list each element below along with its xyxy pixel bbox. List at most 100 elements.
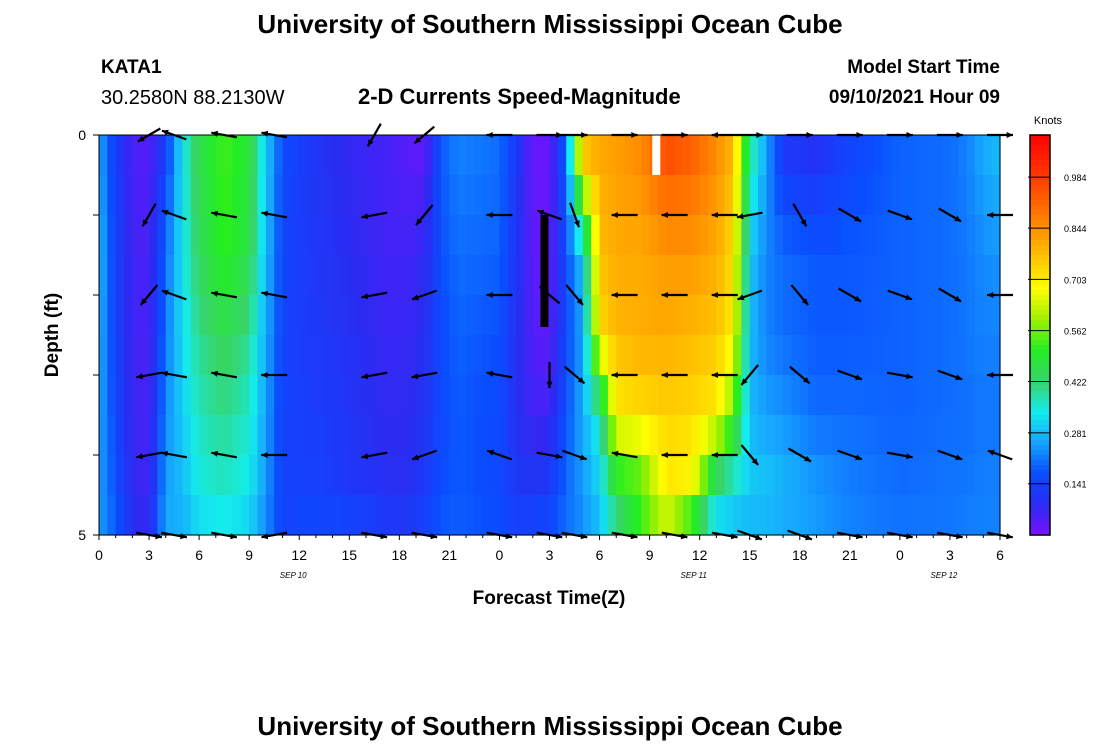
heat-cell (232, 495, 242, 536)
heat-cell (357, 495, 367, 536)
colorbar-band (1030, 330, 1050, 336)
heat-cell (532, 335, 542, 376)
heat-cell (332, 175, 342, 216)
heat-cell (899, 215, 909, 256)
heat-cell (282, 335, 292, 376)
heat-cell (332, 415, 342, 456)
heat-cell (140, 135, 150, 176)
heat-cell (416, 175, 425, 216)
heat-cell (574, 135, 584, 176)
heat-cell (974, 295, 984, 336)
heat-cell (165, 175, 175, 216)
heat-cell (516, 255, 526, 296)
heat-cell (524, 135, 534, 176)
heat-cell (883, 415, 893, 456)
heat-cell (132, 335, 142, 376)
heat-cell (340, 455, 350, 496)
heat-cell (774, 135, 784, 176)
arrow-head (905, 294, 913, 301)
heat-cell (766, 455, 776, 496)
colorbar-tick-label: 0.281 (1064, 429, 1087, 439)
colorbar-band (1030, 190, 1050, 196)
heat-cell (257, 135, 267, 176)
colorbar-band (1030, 290, 1050, 296)
heat-cell (691, 375, 701, 416)
heat-cell (924, 455, 934, 496)
heat-cell (557, 295, 567, 336)
heat-cell (349, 175, 359, 216)
current-arrow (486, 370, 513, 379)
colorbar-band (1030, 475, 1050, 481)
heat-cell (115, 215, 125, 256)
heat-cell (407, 295, 417, 336)
heat-cell (666, 215, 676, 256)
colorbar-band (1030, 300, 1050, 306)
current-arrow (838, 287, 862, 303)
heat-cell (182, 335, 192, 376)
heat-cell (849, 415, 859, 456)
current-arrow (838, 207, 862, 223)
heat-cell (582, 455, 592, 496)
heat-cell (824, 295, 834, 336)
heat-cell (708, 295, 717, 336)
arrow-head (161, 289, 169, 296)
heat-cell (265, 255, 275, 296)
heat-cell (466, 175, 476, 216)
heat-cell (966, 375, 976, 416)
heat-cell (708, 375, 717, 416)
heat-cell (949, 255, 959, 296)
heat-cell (182, 455, 192, 496)
heat-cell (699, 415, 709, 456)
heat-cell (624, 175, 634, 216)
colorbar-band (1030, 450, 1050, 456)
heat-cell (232, 135, 242, 176)
arrow-head (955, 374, 963, 381)
current-arrow (161, 209, 187, 221)
heat-cell (607, 415, 617, 456)
heat-cell (833, 295, 843, 336)
arrow-head (537, 209, 545, 216)
heat-cell (265, 215, 275, 256)
heat-cell (99, 375, 108, 416)
x-tick-label: 6 (195, 547, 203, 563)
heat-cell (799, 215, 809, 256)
heat-cell (958, 255, 968, 296)
heat-cell (365, 215, 375, 256)
heat-cell (666, 495, 676, 536)
heat-cell (866, 295, 876, 336)
heat-cell (824, 175, 834, 216)
heat-cell (357, 255, 367, 296)
colorbar-band (1030, 405, 1050, 411)
heat-cell (883, 135, 893, 176)
arrow-head (414, 137, 422, 144)
colorbar-tick-label: 0.703 (1064, 275, 1087, 285)
heat-cell (716, 415, 726, 456)
heat-cell (883, 335, 893, 376)
heat-cell (357, 295, 367, 336)
heat-cell (124, 215, 133, 256)
heat-cell (240, 335, 250, 376)
heat-cell (666, 255, 676, 296)
heat-cell (641, 175, 651, 216)
heat-cell (257, 255, 267, 296)
heat-cell (724, 455, 734, 496)
heat-cell (532, 215, 542, 256)
heat-cell (357, 135, 367, 176)
heat-cell (733, 215, 742, 256)
heat-cell (115, 175, 125, 216)
heat-cell (390, 295, 400, 336)
x-tick-label: 12 (692, 547, 708, 563)
colorbar-band (1030, 265, 1050, 271)
heat-cell (616, 215, 626, 256)
heat-cell (566, 335, 576, 376)
heat-cell (949, 455, 959, 496)
heat-cell (274, 175, 284, 216)
arrow-head (661, 452, 668, 458)
heat-cell (182, 215, 192, 256)
heat-cell (115, 135, 125, 176)
heat-cell (682, 175, 692, 216)
heat-cell (516, 335, 526, 376)
heat-cell (390, 495, 400, 536)
heat-cell (849, 495, 859, 536)
heat-cell (591, 215, 601, 256)
